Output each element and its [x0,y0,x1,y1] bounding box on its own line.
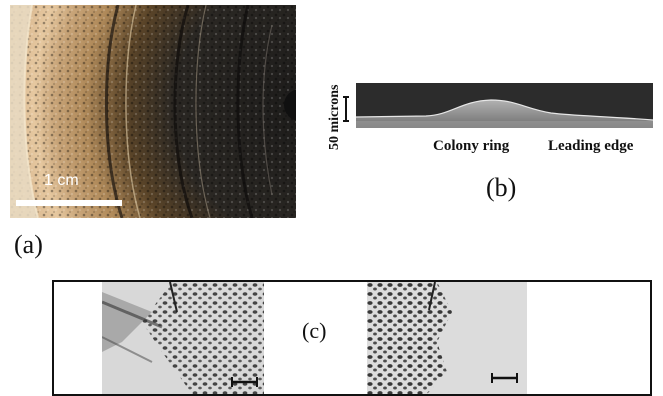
colony-ring-label: Colony ring [433,138,510,154]
colony-photo-graphic [10,5,296,218]
scale-bar [16,200,122,206]
micron-label: 50 microns [327,84,342,150]
panel-a-colony-photo [10,5,296,218]
leading-edge-label: Leading edge [548,138,634,154]
micrograph-right [367,282,527,394]
panel-a-label: (a) [14,230,43,259]
micrograph-left-graphic [102,282,264,394]
panel-b-profile-image [356,83,653,128]
micrograph-left [102,282,264,394]
panel-c-label: (c) [302,318,327,343]
micrograph-right-graphic [367,282,527,394]
scale-bar-label: 1 cm [44,172,79,189]
micron-scale-bar [343,96,349,122]
profile-graphic [356,83,653,128]
panel-b-label: (b) [486,173,517,202]
